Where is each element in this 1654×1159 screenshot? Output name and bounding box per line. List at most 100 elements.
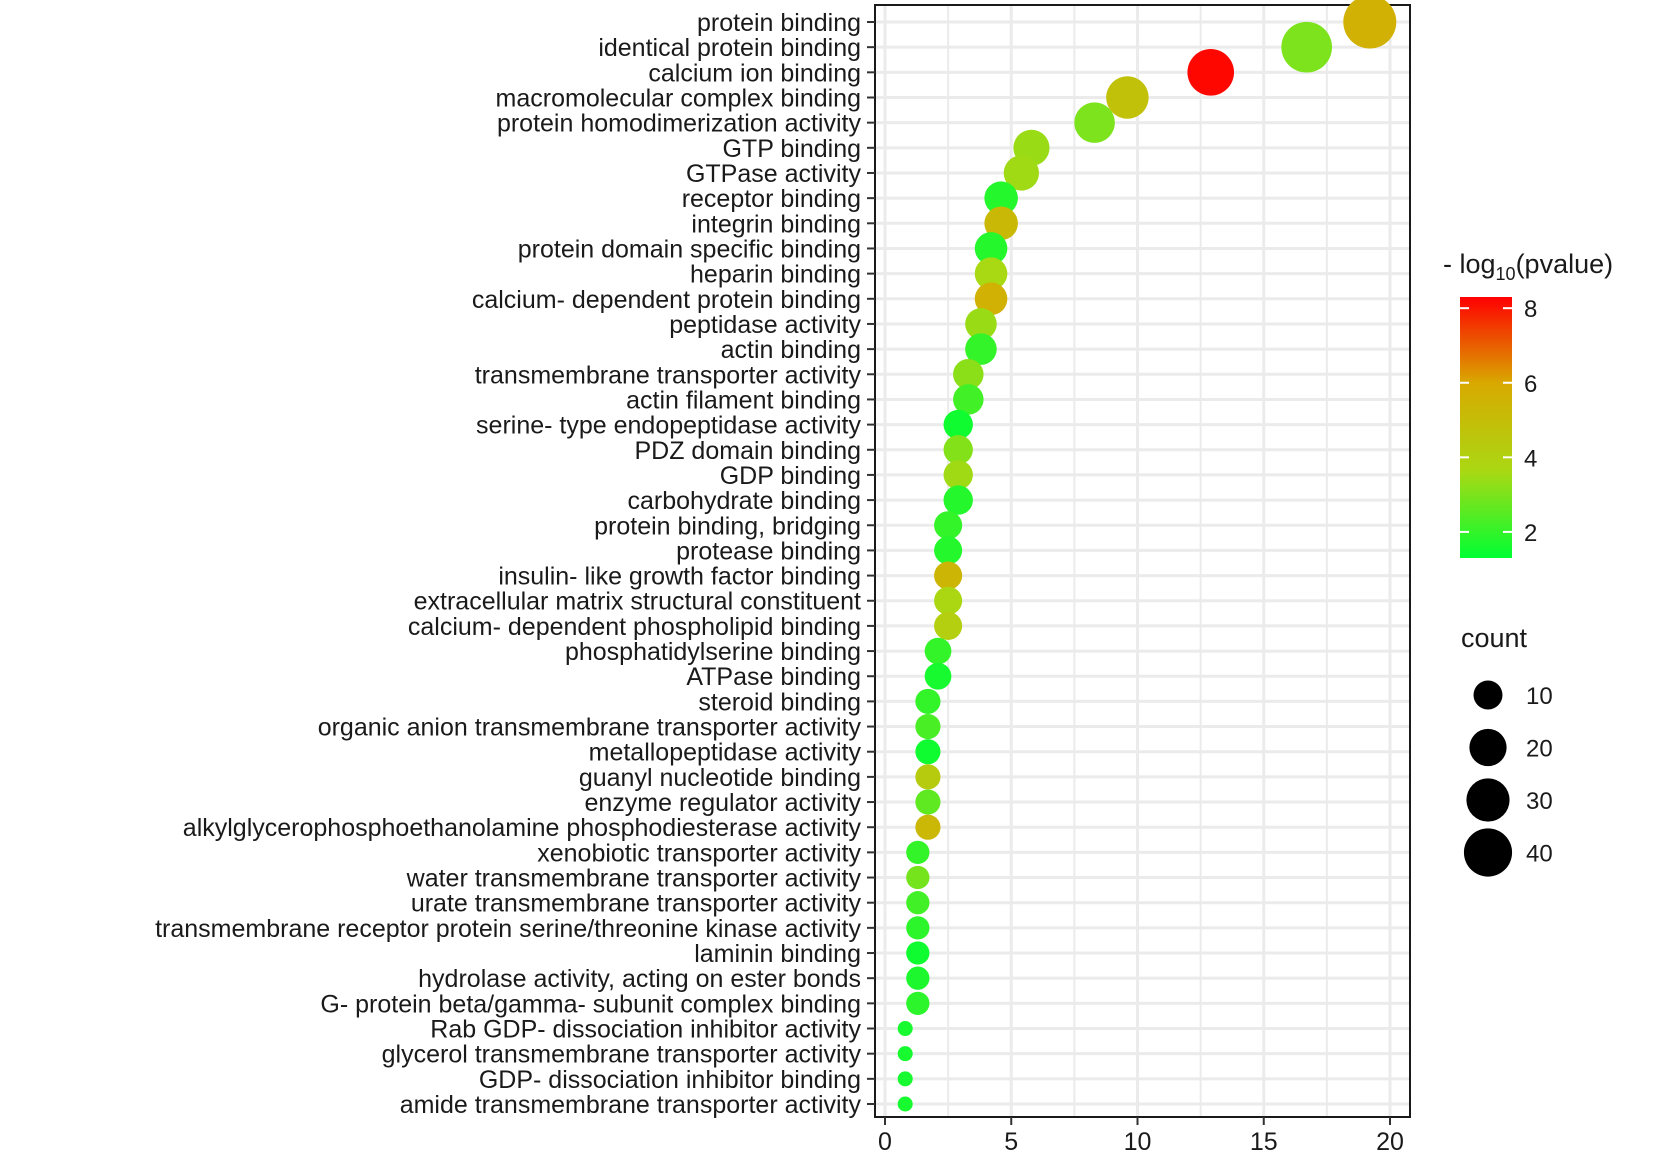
plot-panel-border [874, 4, 1411, 1118]
data-point [974, 257, 1008, 290]
data-point [906, 840, 930, 865]
color-legend-title-suffix: (pvalue) [1516, 249, 1614, 279]
data-point [897, 1096, 913, 1112]
colorbar-tick-label: 8 [1524, 296, 1537, 323]
y-label: macromolecular complex binding [496, 84, 861, 112]
data-point [953, 384, 984, 415]
data-point [897, 1021, 913, 1037]
data-point [943, 409, 973, 440]
y-label: water transmembrane transporter activity [406, 865, 862, 893]
y-label: integrin binding [691, 210, 861, 238]
size-legend-dot [1466, 778, 1510, 822]
data-point [1343, 0, 1397, 49]
color-legend-title: - log10(pvalue) [1443, 249, 1613, 284]
data-point [1003, 155, 1040, 191]
y-label: glycerol transmembrane transporter activ… [382, 1041, 862, 1069]
size-legend-dot [1469, 728, 1507, 767]
y-label: hydrolase activity, acting on ester bond… [418, 965, 861, 993]
y-label: calcium- dependent phospholipid binding [408, 613, 861, 641]
y-label: protease binding [676, 537, 861, 565]
y-label: actin filament binding [626, 386, 861, 414]
y-label: actin binding [721, 336, 861, 364]
size-legend-label: 30 [1526, 788, 1553, 815]
data-point [915, 688, 941, 714]
data-point [906, 966, 930, 990]
size-legend-dot [1463, 828, 1513, 877]
y-label: Rab GDP- dissociation inhibitor activity [430, 1016, 861, 1044]
y-label: calcium ion binding [648, 59, 861, 87]
data-point [915, 814, 941, 840]
data-point [924, 637, 952, 665]
data-point [915, 789, 941, 815]
y-label: protein homodimerization activity [497, 110, 862, 138]
size-legend: count 10 20 30 40 [1461, 623, 1553, 877]
data-point [897, 1071, 913, 1087]
colorbar-tick-label: 4 [1524, 445, 1537, 472]
data-point [1281, 21, 1333, 73]
y-label: insulin- like growth factor binding [498, 563, 861, 591]
y-label: calcium- dependent protein binding [472, 286, 861, 314]
x-axis: 0 5 10 15 20 [878, 1117, 1404, 1156]
data-point [897, 1046, 913, 1062]
y-label: enzyme regulator activity [584, 789, 861, 817]
data-point [915, 713, 941, 740]
size-legend-label: 10 [1526, 683, 1553, 710]
data-point [965, 308, 997, 340]
colorbar-tick-label: 2 [1524, 520, 1537, 547]
y-label: protein binding, bridging [594, 512, 861, 540]
y-label: extracellular matrix structural constitu… [414, 588, 861, 616]
y-label: peptidase activity [669, 311, 861, 339]
size-legend-title: count [1461, 623, 1528, 653]
y-label: steroid binding [698, 688, 861, 716]
x-tick-label: 5 [1004, 1128, 1018, 1156]
data-point [934, 511, 963, 540]
data-point [1106, 76, 1149, 119]
size-legend-items: 10 20 30 40 [1463, 680, 1553, 877]
y-label: GDP binding [720, 462, 861, 490]
color-legend: - log10(pvalue) 2 4 6 8 [1443, 249, 1613, 558]
data-point [943, 485, 973, 515]
x-tick-label: 0 [878, 1128, 892, 1156]
data-point [974, 282, 1008, 316]
data-point [953, 359, 984, 390]
y-label: receptor binding [682, 185, 861, 213]
x-tick-label: 10 [1124, 1128, 1152, 1156]
data-point [906, 865, 930, 890]
y-label: guanyl nucleotide binding [579, 764, 861, 792]
x-tick-label: 15 [1250, 1128, 1278, 1156]
y-label: laminin binding [694, 940, 861, 968]
data-point [934, 586, 963, 615]
y-label: GTP binding [722, 135, 861, 163]
colorbar-ticks: 2 4 6 8 [1460, 296, 1537, 547]
y-label: protein binding [697, 9, 861, 37]
size-legend-label: 20 [1526, 736, 1553, 763]
y-label: phosphatidylserine binding [565, 638, 861, 666]
y-label: GDP- dissociation inhibitor binding [479, 1066, 861, 1094]
data-point [1187, 49, 1235, 96]
data-point [906, 991, 930, 1015]
data-point [934, 561, 963, 590]
y-label: amide transmembrane transporter activity [400, 1091, 862, 1119]
x-tick-label: 20 [1376, 1128, 1404, 1156]
y-label: heparin binding [690, 261, 861, 289]
y-label: metallopeptidase activity [589, 739, 862, 767]
y-label: carbohydrate binding [628, 487, 862, 515]
y-label: serine- type endopeptidase activity [476, 412, 861, 440]
y-label: organic anion transmembrane transporter … [318, 714, 862, 742]
data-point [934, 536, 963, 565]
color-legend-title-prefix: - log [1443, 249, 1496, 279]
y-label: GTPase activity [686, 160, 862, 188]
data-point [934, 611, 963, 640]
y-label: xenobiotic transporter activity [537, 839, 861, 867]
points [897, 0, 1397, 1112]
data-point [943, 460, 973, 490]
size-legend-label: 40 [1526, 841, 1553, 868]
size-legend-dot [1473, 680, 1503, 710]
y-label: ATPase binding [686, 663, 861, 691]
data-point [906, 916, 930, 940]
data-point [984, 206, 1018, 241]
data-point [974, 232, 1008, 265]
colorbar-tick-label: 6 [1524, 371, 1537, 398]
